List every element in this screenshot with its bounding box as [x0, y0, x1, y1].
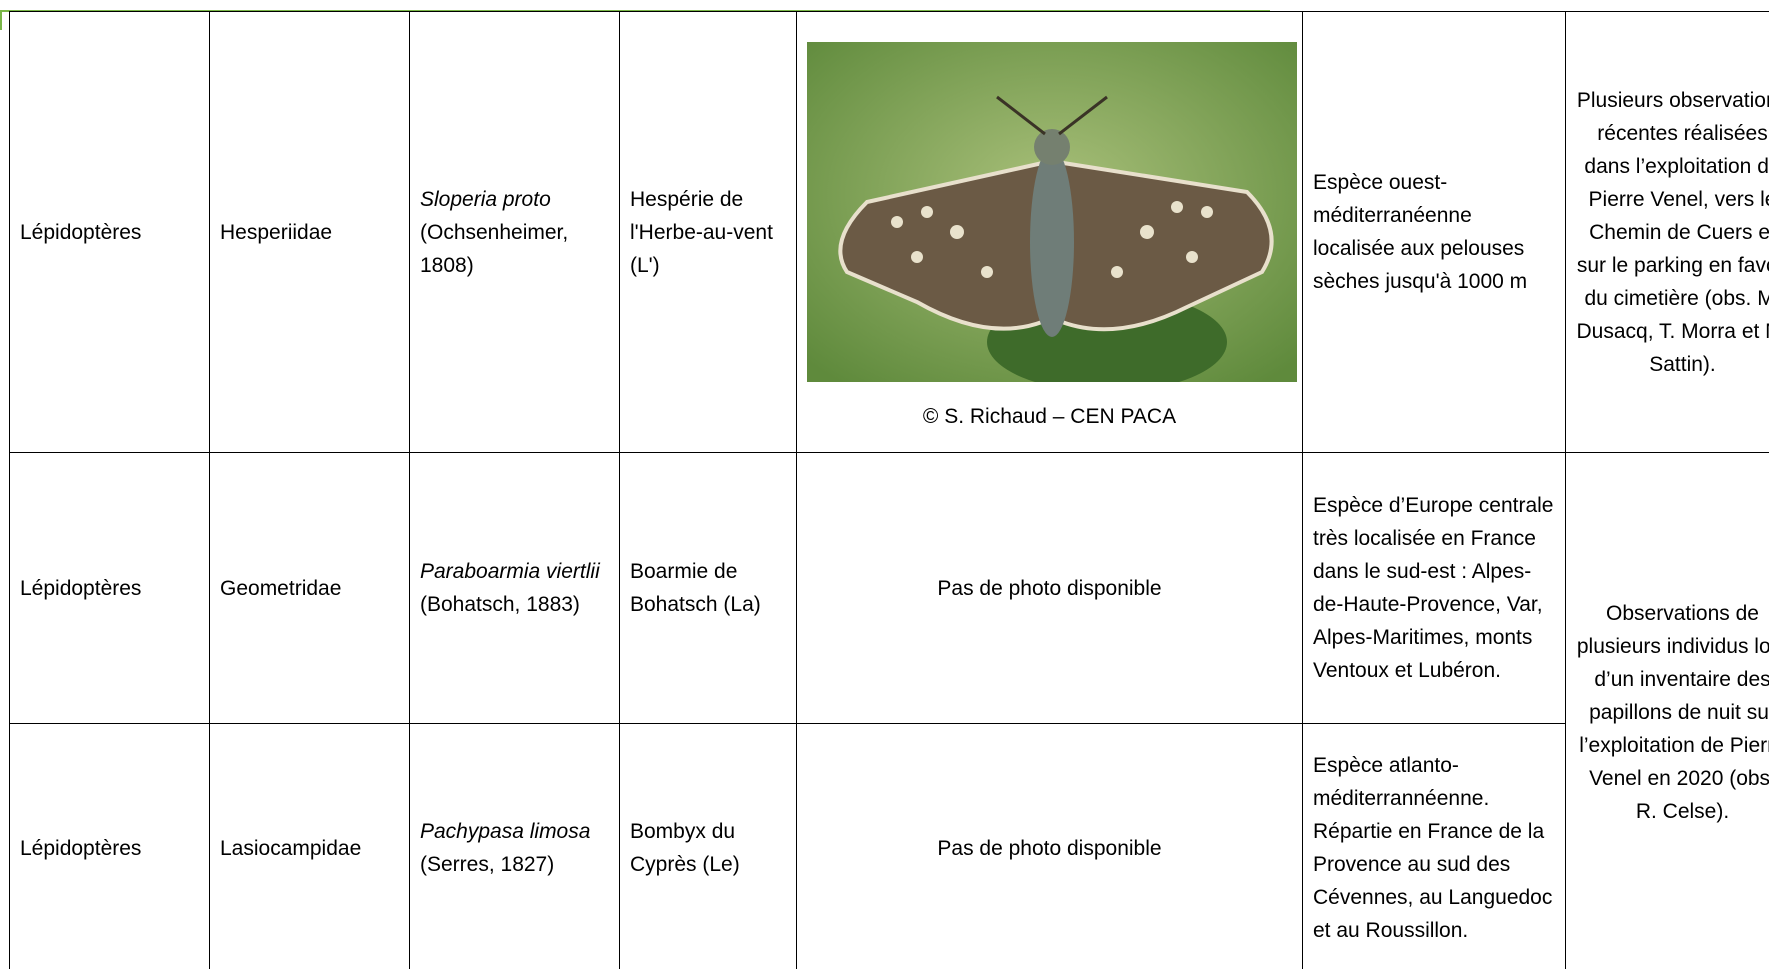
left-rule	[0, 10, 2, 30]
photo-cell: © S. Richaud – CEN PACA	[796, 11, 1303, 453]
butterfly-photo	[807, 41, 1297, 382]
species-cell: Pachypasa limosa (Serres, 1827)	[409, 723, 620, 969]
common-name-cell: Hespérie de l'Herbe-au-vent (L')	[619, 11, 797, 453]
family-cell: Geometridae	[209, 452, 410, 724]
table-row: Lépidoptères Lasiocampidae Pachypasa lim…	[9, 723, 1769, 969]
scientific-name: Paraboarmia viertlii	[420, 560, 600, 583]
species-author: (Bohatsch, 1883)	[420, 593, 580, 616]
species-author: (Ochsenheimer, 1808)	[420, 220, 569, 277]
species-cell: Sloperia proto (Ochsenheimer, 1808)	[409, 11, 620, 453]
observations-cell: Observations de plusieurs individus lors…	[1565, 452, 1769, 969]
family-cell: Lasiocampidae	[209, 723, 410, 969]
distribution-cell: Espèce atlanto-méditerrannéenne. Réparti…	[1302, 723, 1566, 969]
scientific-name: Pachypasa limosa	[420, 820, 591, 843]
scientific-name: Sloperia proto	[420, 187, 551, 211]
family-cell: Hesperiidae	[209, 11, 410, 453]
common-name-cell: Bombyx du Cyprès (Le)	[619, 723, 797, 969]
photo-caption: © S. Richaud – CEN PACA	[922, 404, 1177, 428]
observations-cell: Plusieurs observations récentes réalisée…	[1565, 11, 1769, 453]
species-author: (Serres, 1827)	[420, 853, 555, 876]
order-cell: Lépidoptères	[9, 452, 210, 724]
order-cell: Lépidoptères	[9, 723, 210, 969]
distribution-cell: Espèce d’Europe centrale très localisée …	[1302, 452, 1566, 724]
common-name-cell: Boarmie de Bohatsch (La)	[619, 452, 797, 724]
species-table: Lépidoptères Hesperiidae Sloperia proto …	[9, 11, 1769, 969]
distribution-cell: Espèce ouest-méditerranéenne localisée a…	[1302, 11, 1566, 453]
table-row: Lépidoptères Geometridae Paraboarmia vie…	[9, 452, 1769, 969]
table-row: Lépidoptères Hesperiidae Sloperia proto …	[9, 11, 1769, 453]
species-cell: Paraboarmia viertlii (Bohatsch, 1883)	[409, 452, 620, 724]
photo-cell: Pas de photo disponible	[796, 723, 1303, 969]
order-cell: Lépidoptères	[9, 11, 210, 453]
photo-cell: Pas de photo disponible	[796, 452, 1303, 724]
